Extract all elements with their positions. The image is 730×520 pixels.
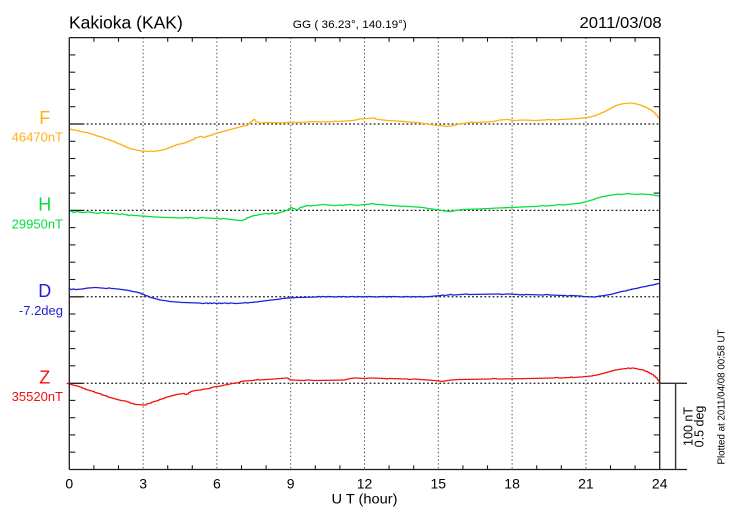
svg-text:9: 9 bbox=[287, 476, 295, 492]
svg-text:0.5 deg: 0.5 deg bbox=[693, 406, 707, 448]
svg-text:3: 3 bbox=[139, 476, 147, 492]
svg-text:15: 15 bbox=[431, 476, 447, 492]
svg-text:24: 24 bbox=[652, 476, 668, 492]
svg-text:U T (hour): U T (hour) bbox=[332, 491, 398, 507]
svg-text:12: 12 bbox=[357, 476, 373, 492]
svg-text:-7.2deg: -7.2deg bbox=[19, 303, 63, 318]
svg-text:0: 0 bbox=[65, 476, 73, 492]
svg-text:18: 18 bbox=[504, 476, 520, 492]
svg-text:2011/03/08: 2011/03/08 bbox=[580, 15, 662, 32]
svg-text:Plotted at 2011/04/08 00:58 UT: Plotted at 2011/04/08 00:58 UT bbox=[717, 330, 728, 465]
svg-text:35520nT: 35520nT bbox=[12, 389, 63, 404]
svg-text:Z: Z bbox=[39, 367, 50, 387]
svg-text:100 nT: 100 nT bbox=[682, 407, 696, 446]
svg-text:D: D bbox=[38, 281, 51, 301]
svg-text:H: H bbox=[38, 194, 51, 214]
svg-text:GG ( 36.23°, 140.19°): GG ( 36.23°, 140.19°) bbox=[293, 19, 407, 31]
svg-text:F: F bbox=[39, 108, 50, 128]
svg-text:Kakioka (KAK): Kakioka (KAK) bbox=[69, 13, 183, 33]
svg-text:46470nT: 46470nT bbox=[12, 130, 63, 145]
svg-text:6: 6 bbox=[213, 476, 221, 492]
svg-text:21: 21 bbox=[578, 476, 594, 492]
svg-text:29950nT: 29950nT bbox=[12, 216, 63, 231]
